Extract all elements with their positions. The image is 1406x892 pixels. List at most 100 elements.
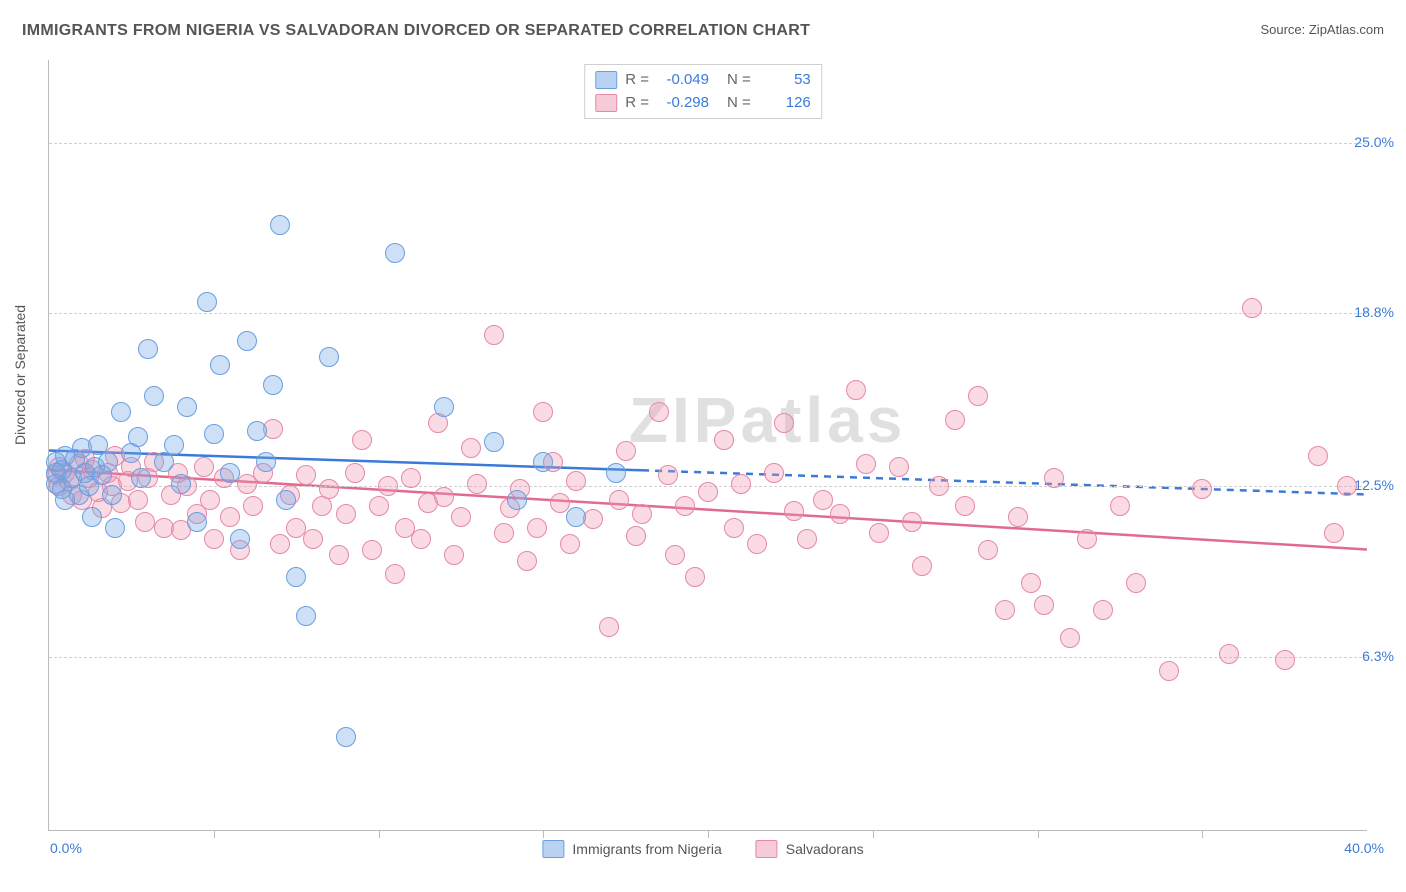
data-point-blue <box>128 427 148 447</box>
data-point-blue <box>138 339 158 359</box>
y-tick-label: 12.5% <box>1354 477 1394 493</box>
legend-item-pink: Salvadorans <box>756 840 864 858</box>
x-axis-start-label: 0.0% <box>50 840 82 856</box>
gridline <box>49 143 1367 144</box>
data-point-blue <box>507 490 527 510</box>
data-point-pink <box>830 504 850 524</box>
data-point-blue <box>606 463 626 483</box>
data-point-pink <box>846 380 866 400</box>
legend-swatch-blue <box>542 840 564 858</box>
data-point-blue <box>566 507 586 527</box>
data-point-pink <box>685 567 705 587</box>
data-point-blue <box>270 215 290 235</box>
legend-n-label: N = <box>727 69 751 92</box>
data-point-pink <box>902 512 922 532</box>
data-point-pink <box>632 504 652 524</box>
data-point-blue <box>319 347 339 367</box>
legend-n-value-pink: 126 <box>759 92 811 115</box>
legend-row-blue: R = -0.049 N = 53 <box>595 69 811 92</box>
data-point-pink <box>869 523 889 543</box>
data-point-pink <box>889 457 909 477</box>
data-point-pink <box>1275 650 1295 670</box>
gridline <box>49 657 1367 658</box>
data-point-blue <box>230 529 250 549</box>
data-point-pink <box>724 518 744 538</box>
data-point-pink <box>444 545 464 565</box>
data-point-pink <box>1126 573 1146 593</box>
data-point-blue <box>296 606 316 626</box>
data-point-blue <box>263 375 283 395</box>
data-point-blue <box>105 518 125 538</box>
legend-r-value-pink: -0.298 <box>657 92 709 115</box>
data-point-blue <box>171 474 191 494</box>
data-point-pink <box>467 474 487 494</box>
data-point-pink <box>200 490 220 510</box>
source-label: Source: <box>1260 22 1308 37</box>
data-point-pink <box>566 471 586 491</box>
data-point-blue <box>237 331 257 351</box>
gridline <box>49 313 1367 314</box>
data-point-pink <box>856 454 876 474</box>
data-point-blue <box>484 432 504 452</box>
data-point-pink <box>1110 496 1130 516</box>
data-point-blue <box>197 292 217 312</box>
data-point-blue <box>102 485 122 505</box>
data-point-blue <box>385 243 405 263</box>
data-point-blue <box>144 386 164 406</box>
data-point-blue <box>336 727 356 747</box>
legend-swatch-pink <box>756 840 778 858</box>
data-point-pink <box>665 545 685 565</box>
data-point-pink <box>797 529 817 549</box>
data-point-pink <box>1324 523 1344 543</box>
data-point-blue <box>247 421 267 441</box>
data-point-pink <box>1093 600 1113 620</box>
data-point-pink <box>411 529 431 549</box>
data-point-pink <box>220 507 240 527</box>
data-point-pink <box>204 529 224 549</box>
data-point-pink <box>494 523 514 543</box>
data-point-pink <box>929 476 949 496</box>
chart-plot-area: ZIPatlas <box>48 60 1367 831</box>
data-point-pink <box>731 474 751 494</box>
data-point-blue <box>256 452 276 472</box>
data-point-blue <box>82 507 102 527</box>
data-point-pink <box>243 496 263 516</box>
data-point-pink <box>784 501 804 521</box>
x-tick <box>1202 830 1203 838</box>
data-point-pink <box>527 518 547 538</box>
x-tick <box>214 830 215 838</box>
data-point-pink <box>945 410 965 430</box>
data-point-pink <box>296 465 316 485</box>
legend-item-blue: Immigrants from Nigeria <box>542 840 721 858</box>
data-point-blue <box>204 424 224 444</box>
x-tick <box>708 830 709 838</box>
data-point-pink <box>128 490 148 510</box>
data-point-pink <box>912 556 932 576</box>
data-point-pink <box>434 487 454 507</box>
x-tick <box>379 830 380 838</box>
data-point-pink <box>1077 529 1097 549</box>
data-point-pink <box>968 386 988 406</box>
y-axis-label: Divorced or Separated <box>12 305 28 445</box>
data-point-pink <box>345 463 365 483</box>
data-point-pink <box>194 457 214 477</box>
data-point-pink <box>461 438 481 458</box>
source-link[interactable]: ZipAtlas.com <box>1309 22 1384 37</box>
data-point-blue <box>131 468 151 488</box>
correlation-legend: R = -0.049 N = 53 R = -0.298 N = 126 <box>584 64 822 119</box>
legend-row-pink: R = -0.298 N = 126 <box>595 92 811 115</box>
legend-swatch-blue <box>595 71 617 89</box>
data-point-pink <box>484 325 504 345</box>
data-point-blue <box>177 397 197 417</box>
data-point-pink <box>1021 573 1041 593</box>
data-point-pink <box>658 465 678 485</box>
data-point-pink <box>369 496 389 516</box>
data-point-pink <box>135 512 155 532</box>
legend-r-label: R = <box>625 92 649 115</box>
data-point-pink <box>270 534 290 554</box>
data-point-pink <box>401 468 421 488</box>
data-point-pink <box>517 551 537 571</box>
legend-label-blue: Immigrants from Nigeria <box>572 841 721 857</box>
trend-lines-layer <box>49 60 1367 830</box>
data-point-pink <box>626 526 646 546</box>
